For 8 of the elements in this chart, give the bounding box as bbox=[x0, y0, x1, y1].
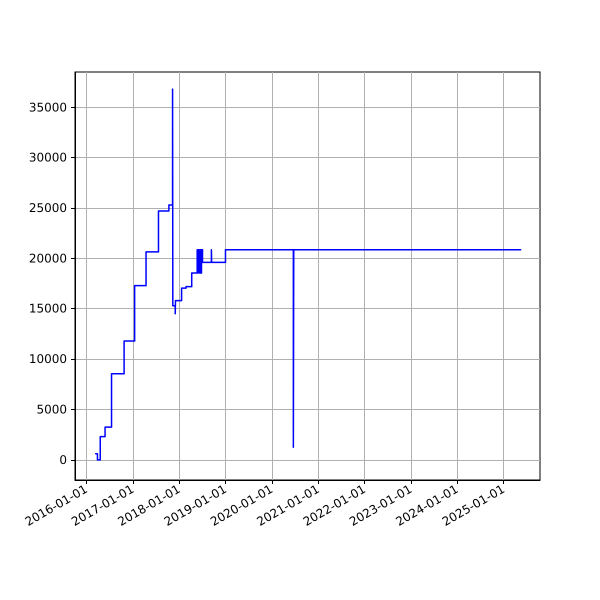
y-tick-label: 0 bbox=[59, 452, 67, 467]
y-tick-label: 10000 bbox=[28, 352, 67, 366]
y-tick-label: 30000 bbox=[28, 150, 67, 165]
y-tick-label: 5000 bbox=[36, 402, 67, 416]
y-tick-label: 20000 bbox=[28, 251, 67, 266]
y-tick-label: 15000 bbox=[28, 302, 67, 316]
y-tick-label: 25000 bbox=[28, 201, 67, 215]
y-tick-label: 35000 bbox=[28, 100, 67, 114]
